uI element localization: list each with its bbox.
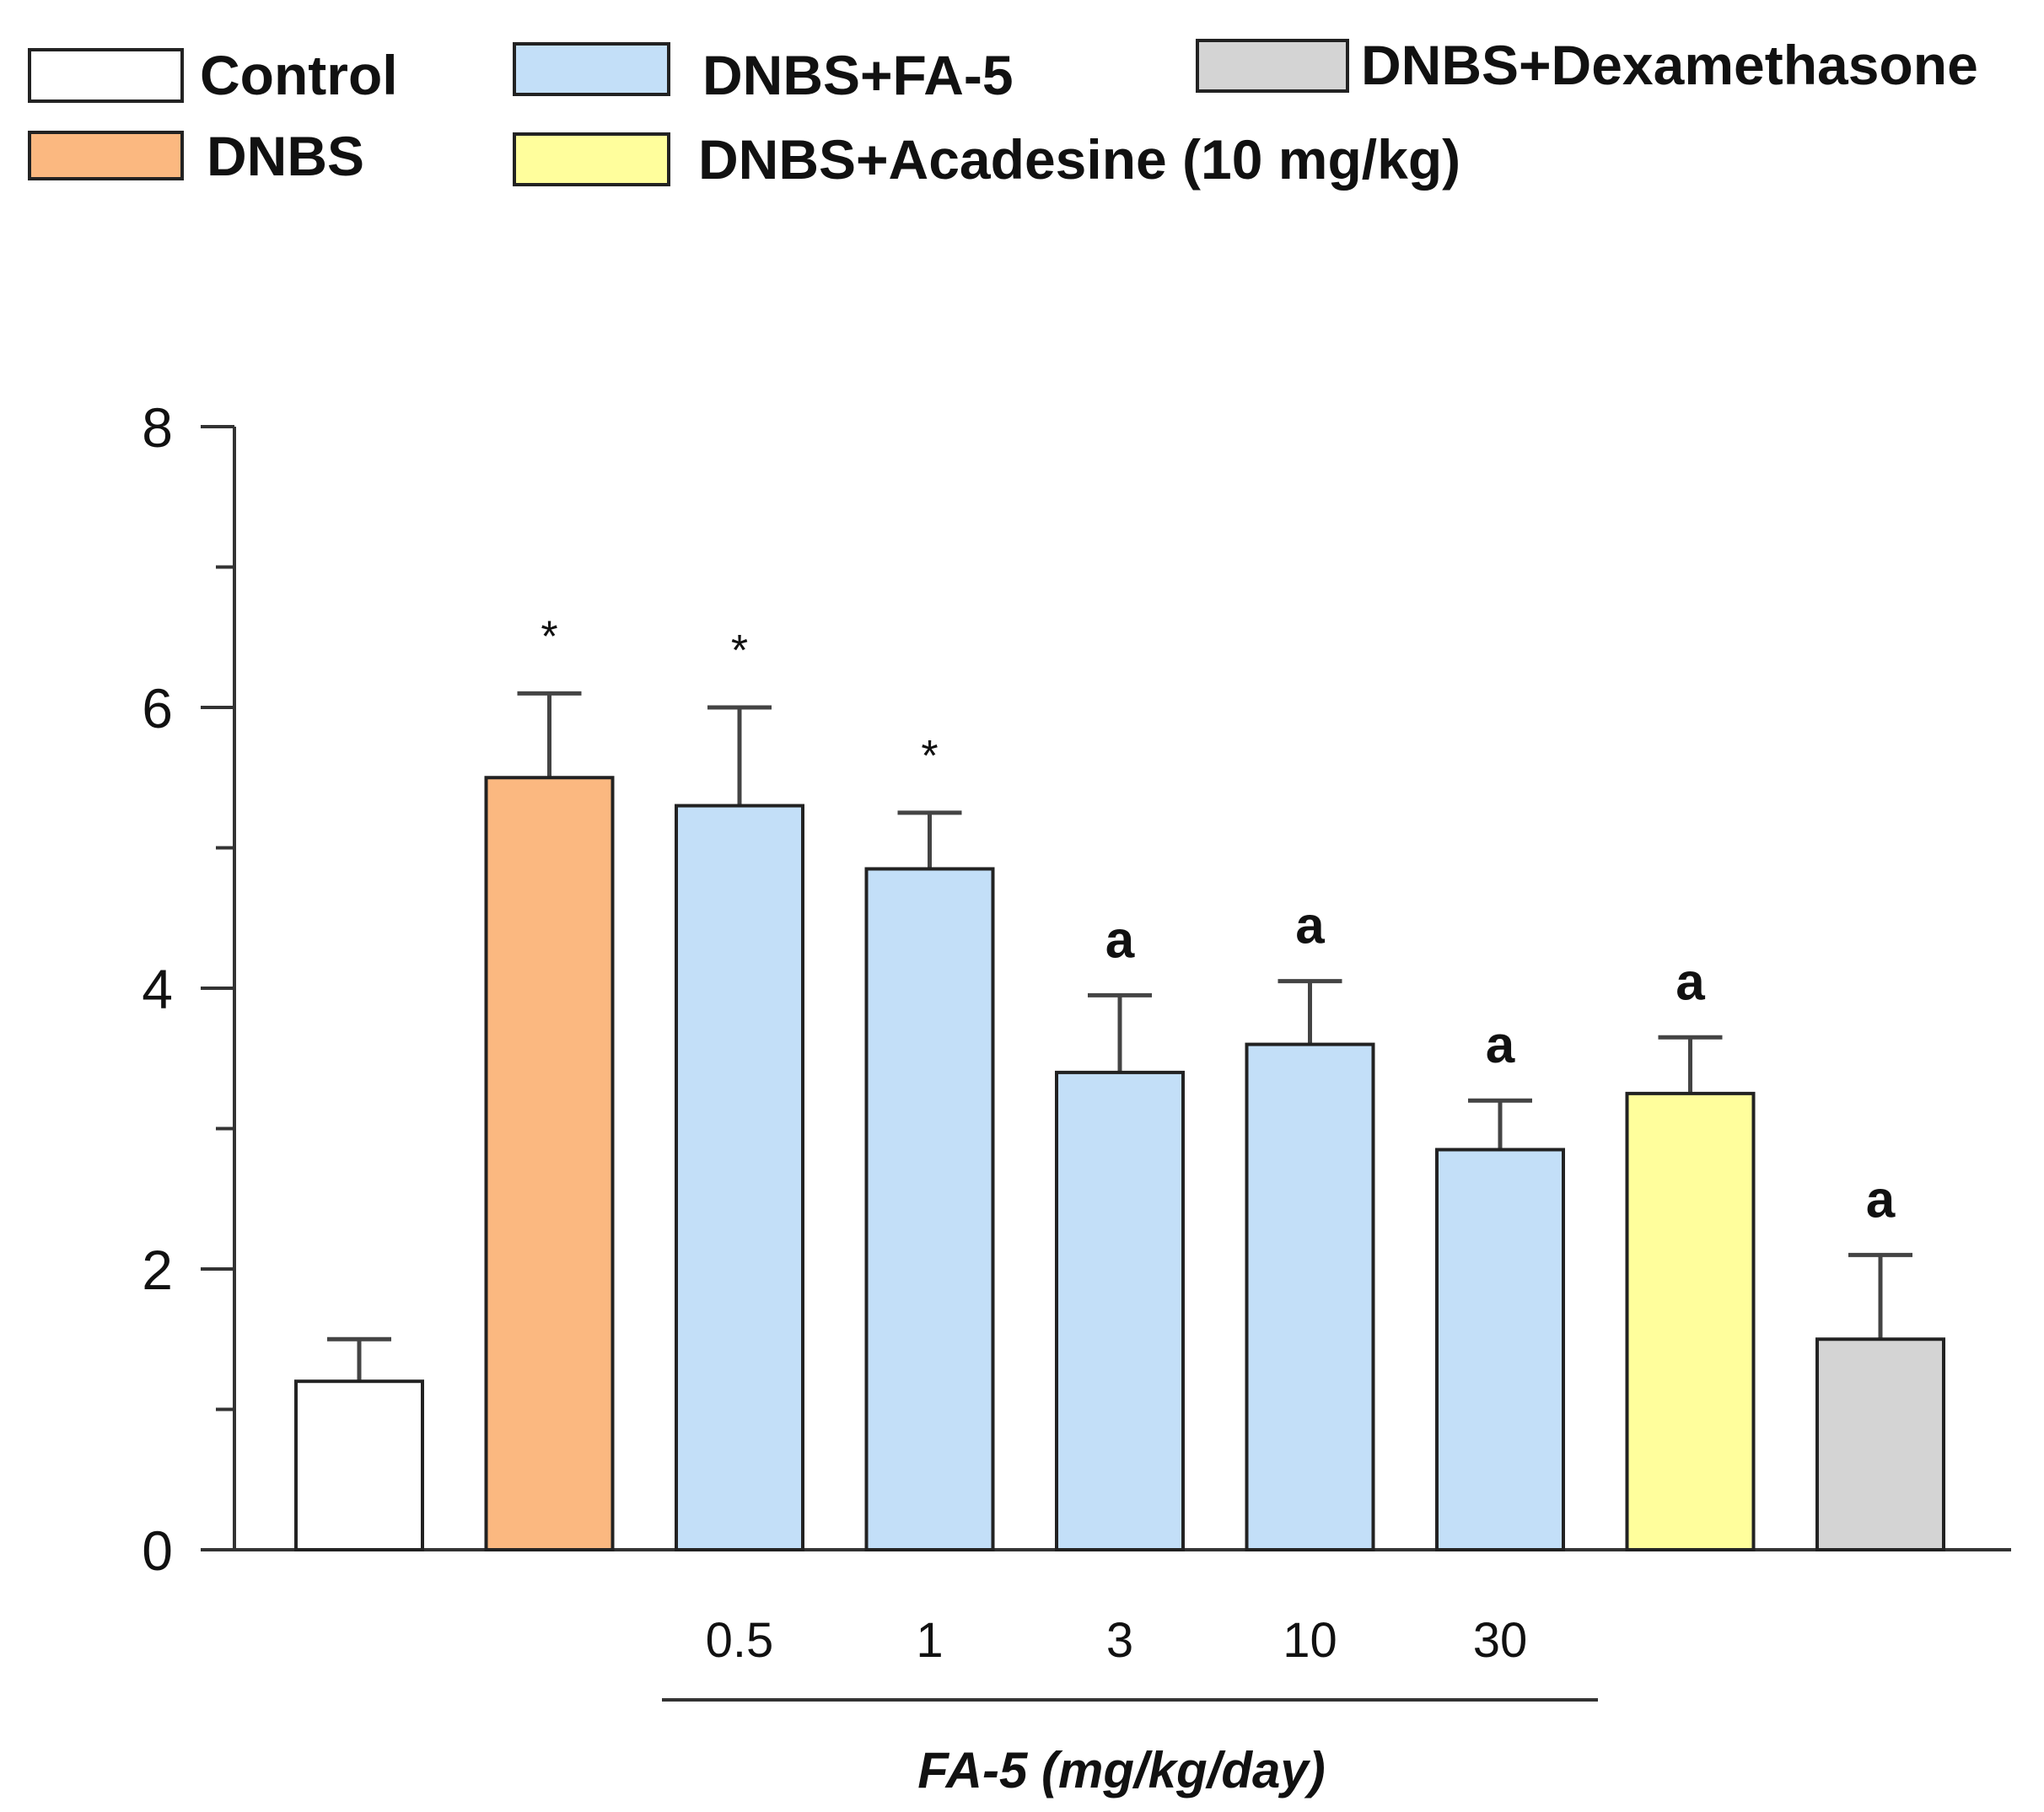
- legend-swatch: [1196, 39, 1349, 93]
- dose-label: 0.5: [706, 1613, 774, 1668]
- dose-label: 3: [1106, 1613, 1133, 1668]
- bar-annotation: a: [1486, 1016, 1515, 1074]
- y-tick-label: 2: [142, 1239, 173, 1301]
- legend-swatch: [28, 48, 184, 103]
- bar-annotation: *: [731, 626, 748, 675]
- legend-label: DNBS+Acadesine (10 mg/kg): [698, 128, 1460, 191]
- legend-label: DNBS: [207, 125, 364, 187]
- bar-annotation: a: [1105, 911, 1135, 969]
- bar: [1245, 1042, 1375, 1551]
- dose-label: 30: [1473, 1613, 1528, 1668]
- y-tick-label: 0: [142, 1519, 173, 1582]
- bar: [675, 804, 804, 1551]
- legend-label: Control: [200, 44, 398, 106]
- y-tick-label: 6: [142, 677, 173, 739]
- bar-annotation: a: [1295, 897, 1325, 955]
- bar: [1625, 1091, 1756, 1551]
- dose-label: 1: [916, 1613, 943, 1668]
- y-tick-label: 8: [142, 396, 173, 459]
- x-axis-label: FA-5 (mg/kg/day): [917, 1742, 1325, 1799]
- y-tick-label: 4: [142, 958, 173, 1020]
- legend-swatch: [513, 132, 670, 186]
- bar-annotation: *: [541, 612, 557, 661]
- legend-swatch: [513, 42, 670, 96]
- dose-label: 10: [1283, 1613, 1337, 1668]
- bar-annotation: a: [1866, 1170, 1896, 1229]
- bar-annotation: a: [1676, 953, 1705, 1011]
- bar: [294, 1379, 424, 1551]
- bar: [484, 776, 615, 1551]
- legend: Control DNBS DNBS+FA-5 DNBS+Acadesine (10 m…: [28, 34, 1978, 191]
- legend-label: DNBS+Dexamethasone: [1361, 34, 1978, 96]
- legend-swatch: [28, 131, 184, 180]
- dose-labels: 0.5 1 3 10 30: [706, 1613, 1528, 1668]
- bar: [1815, 1337, 1945, 1551]
- bar: [1055, 1070, 1185, 1551]
- bar: [864, 867, 995, 1551]
- bars: * * * a a a a a: [294, 612, 1945, 1551]
- bar: [1435, 1148, 1565, 1551]
- bar-annotation: *: [921, 732, 938, 781]
- legend-label: DNBS+FA-5: [702, 44, 1014, 106]
